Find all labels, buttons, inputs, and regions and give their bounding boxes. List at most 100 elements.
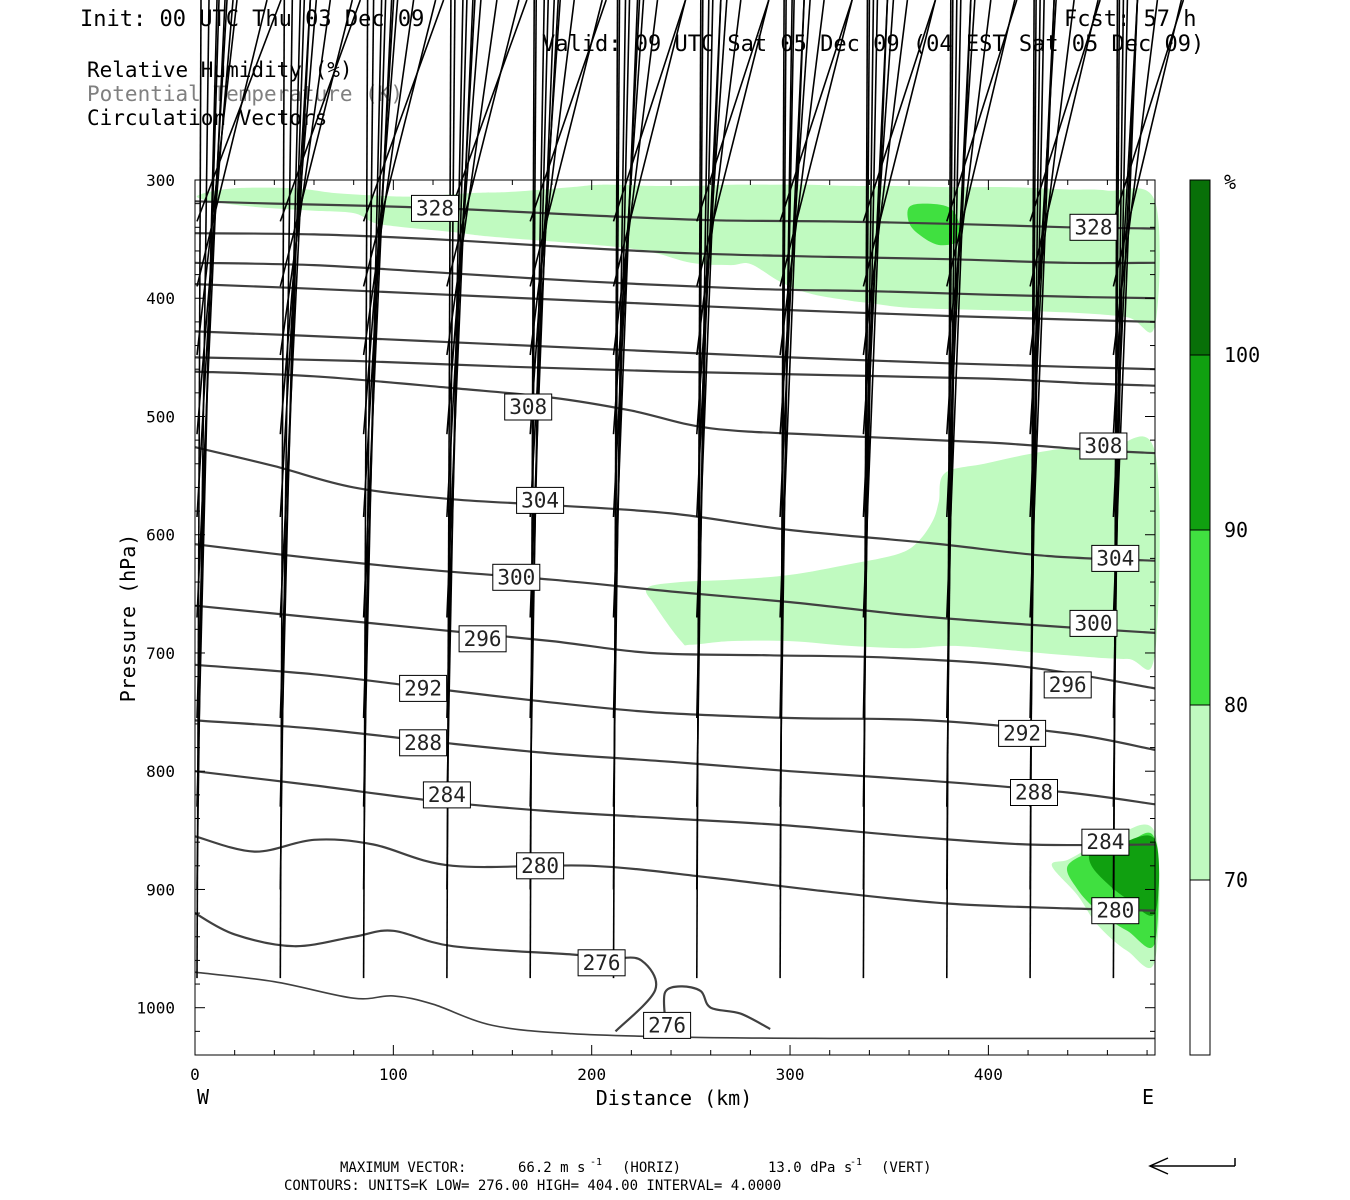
vector-shaft (196, 0, 228, 518)
theta-contour-300-8 (194, 543, 1156, 634)
theta-label-box (1069, 609, 1118, 637)
theta-contour-label-300-0: 300 (492, 563, 541, 591)
y-tick-label: 1000 (136, 999, 175, 1018)
theta-contour-label-288-1: 288 (1010, 779, 1058, 806)
theta-label-text: 280 (1096, 899, 1134, 923)
theta-label-box (1069, 213, 1118, 241)
vector-shaft (446, 0, 498, 356)
theta-contour-332-1 (194, 232, 1156, 265)
theta-label-box (399, 729, 448, 757)
theta-label-text: 276 (583, 951, 621, 975)
x-axis: 0 100 200 300 400 (190, 180, 1148, 1084)
circulation-vector (945, 0, 952, 979)
max-vert-value: 13.0 dPa s (768, 1160, 852, 1176)
circulation-vector (446, 0, 474, 618)
circulation-vector (196, 0, 282, 222)
circulation-vector (779, 0, 853, 287)
vector-shaft (946, 0, 1018, 222)
circulation-vector (946, 0, 992, 356)
theta-contour-label-280-0: 280 (516, 852, 565, 880)
theta-label-text: 304 (521, 488, 559, 512)
vector-shaft (446, 0, 452, 979)
x-tick-label: 200 (577, 1065, 606, 1084)
y-tick-label: 600 (146, 526, 175, 545)
theta-label-text: 328 (416, 196, 454, 220)
circulation-vector (196, 0, 210, 890)
y-tick-label: 800 (146, 762, 175, 781)
y-tick-label: 400 (146, 289, 175, 308)
circulation-vector (779, 0, 785, 979)
circulation-vector (862, 0, 869, 979)
y-axis: 300 400 500 600 700 800 900 1000 (136, 171, 1155, 1056)
circulation-vector (446, 0, 452, 979)
circulation-vector (862, 0, 937, 287)
y-tick-label: 700 (146, 644, 175, 663)
circulation-vector (446, 0, 528, 222)
vector-shaft (1029, 0, 1035, 979)
vector-shaft (612, 0, 687, 287)
theta-contour-276-16 (194, 971, 1155, 1040)
colorbar-unit: % (1224, 170, 1236, 194)
colorbar-level-label: 90 (1224, 518, 1248, 542)
theta-label-text: 300 (497, 565, 535, 589)
theta-label-box (1081, 828, 1130, 856)
vector-shaft (862, 0, 909, 356)
vector-shaft (695, 0, 702, 979)
theta-label-text: 296 (1049, 673, 1087, 697)
circulation-vector (612, 0, 641, 518)
colorbar-segment-0 (1190, 880, 1210, 1055)
vector-shaft (862, 0, 937, 222)
theta-contour-label-292-1: 292 (998, 719, 1047, 747)
vector-shaft (446, 0, 474, 618)
theta-label-text: 308 (509, 395, 547, 419)
theta-contour-label-284-0: 284 (422, 781, 471, 809)
max-vert-unit: (VERT) (881, 1160, 932, 1176)
circulation-vector (779, 0, 853, 222)
vector-shaft (279, 0, 286, 979)
theta-label-box (577, 949, 626, 977)
max-horiz-unit: (HORIZ) (622, 1160, 681, 1176)
theta-contour-label-288-0: 288 (399, 729, 448, 757)
theta-label-box (1079, 432, 1128, 460)
x-tick-label: 0 (190, 1065, 200, 1084)
circulation-vector (279, 0, 354, 287)
circulation-vector (862, 0, 909, 356)
circulation-vector (279, 0, 294, 890)
theta-label-box (643, 1011, 692, 1039)
theta-label-text: 284 (1086, 830, 1124, 854)
vector-shaft (446, 0, 528, 222)
circulation-vector (946, 0, 1016, 287)
theta-label-text: 288 (1015, 781, 1053, 805)
theta-contour-label-296-1: 296 (1043, 671, 1092, 699)
vector-shaft (612, 0, 641, 518)
colorbar-frame (1189, 179, 1211, 1056)
theta-label-text: 288 (404, 731, 442, 755)
circulation-vector (196, 0, 268, 287)
colorbar-level-label: 80 (1224, 693, 1248, 717)
circulation-vector (446, 0, 498, 356)
colorbar-level-label: 70 (1224, 868, 1248, 892)
theta-contour-label-276-0: 276 (577, 949, 626, 977)
theta-label-box (1010, 779, 1058, 806)
vector-shaft (362, 0, 369, 979)
theta-contour-label-328-0: 328 (411, 194, 459, 222)
theta-label-text: 308 (1084, 434, 1122, 458)
reference-vector-head (1148, 1157, 1169, 1175)
theta-label-box (1091, 897, 1140, 925)
vector-shaft (612, 0, 619, 979)
colorbar-segment-3 (1190, 355, 1210, 530)
theta-label-text: 280 (521, 854, 559, 878)
theta-contour-328-0 (194, 200, 1156, 230)
vector-shaft (196, 0, 282, 222)
circulation-vector (1112, 0, 1185, 222)
vector-shaft (1029, 0, 1101, 222)
circulation-vector (1112, 0, 1119, 979)
circulation-vector (695, 0, 702, 979)
vector-shaft (529, 0, 575, 356)
circulation-vector (1029, 0, 1101, 222)
circulation-vector (362, 0, 415, 356)
theta-contour-label-300-1: 300 (1069, 609, 1118, 637)
theta-contour-label-284-1: 284 (1081, 828, 1130, 856)
theta-label-text: 284 (428, 783, 466, 807)
vector-shaft (862, 0, 869, 979)
